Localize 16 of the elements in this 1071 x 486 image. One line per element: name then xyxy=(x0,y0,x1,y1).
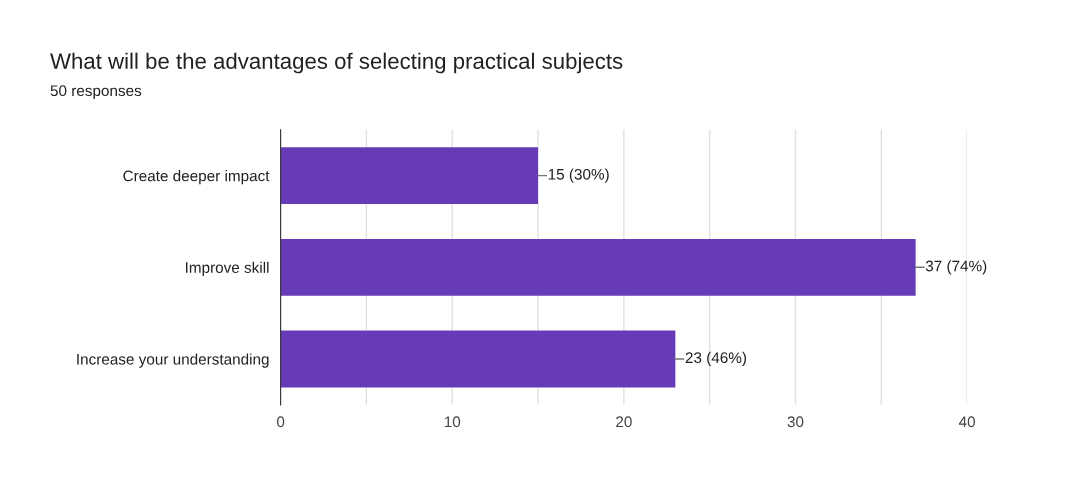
x-tick-label: 40 xyxy=(958,416,976,428)
text: 50 responses xyxy=(50,85,142,100)
bar xyxy=(280,238,916,296)
bar xyxy=(280,330,676,388)
data-label: 37 (74%) xyxy=(925,260,987,275)
y-tick-label: Create deeper impact xyxy=(123,170,270,185)
y-tick-label: Increase your understanding xyxy=(77,353,269,368)
bar xyxy=(280,147,539,205)
x-tick-label: 20 xyxy=(616,416,632,428)
x-tick-label: 30 xyxy=(787,416,804,428)
data-label: 15 (30%) xyxy=(548,168,609,183)
chart-title: What will be the advantages of selecting practical subjects xyxy=(50,52,623,74)
y-tick-label: Improve skill xyxy=(186,261,269,277)
x-tick-label: 10 xyxy=(444,416,461,428)
data-label: 23 (46%) xyxy=(685,351,746,367)
x-tick-label: 0 xyxy=(276,416,285,428)
